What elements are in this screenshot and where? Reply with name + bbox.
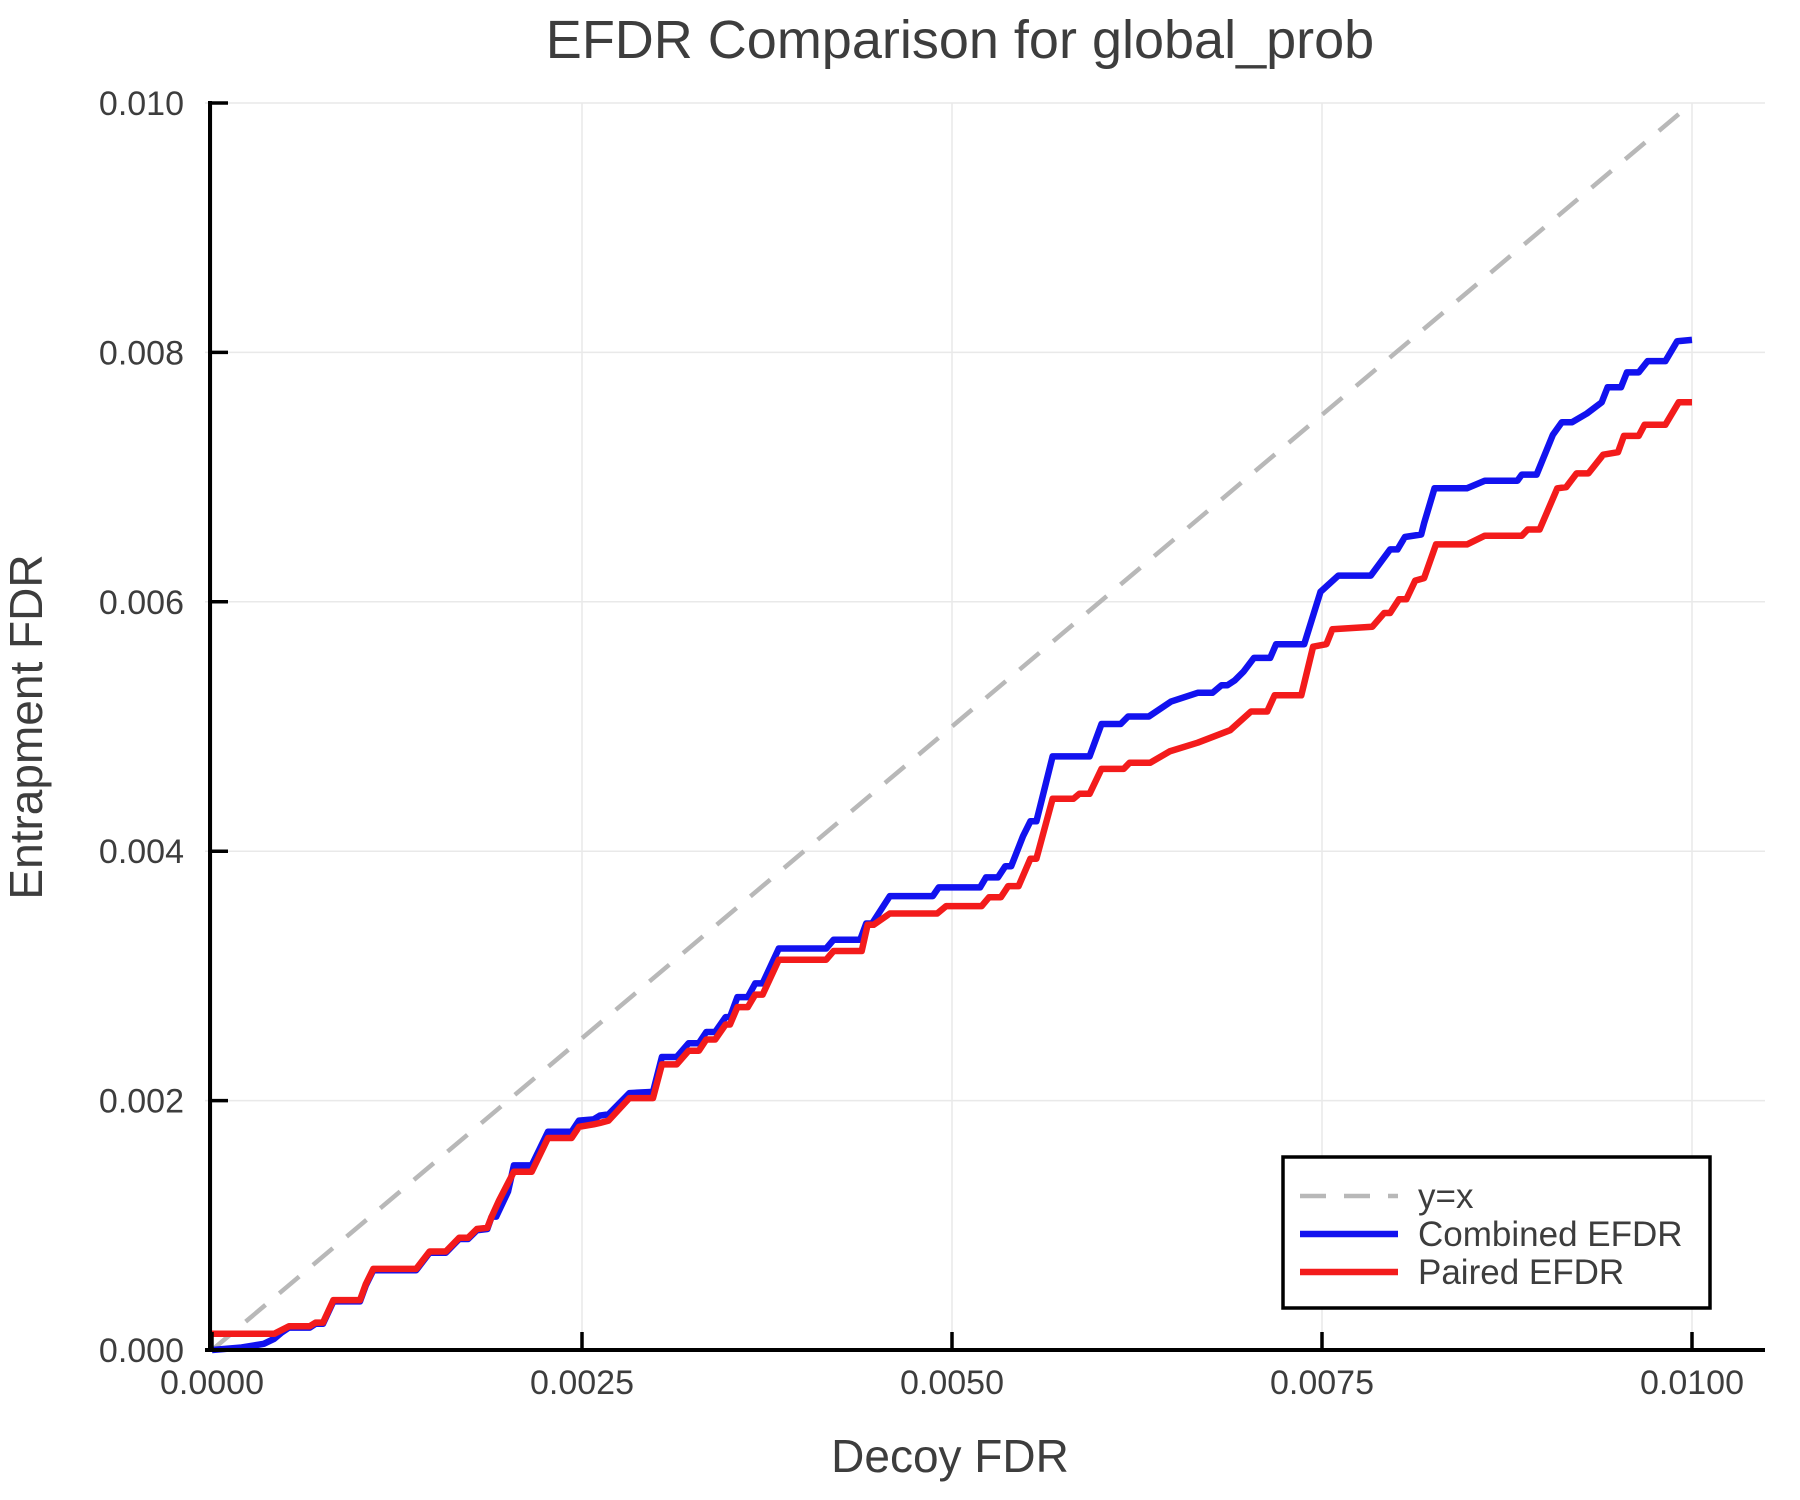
efdr-comparison-chart: 0.00000.00250.00500.00750.01000.0000.002… <box>0 0 1800 1500</box>
y-axis-label: Entrapment FDR <box>0 554 52 899</box>
x-tick-label: 0.0075 <box>1270 1364 1374 1402</box>
y-tick-label: 0.010 <box>99 85 184 123</box>
y-tick-label: 0.002 <box>99 1083 184 1121</box>
legend-label-paired-efdr: Paired EFDR <box>1418 1253 1624 1292</box>
y-tick-label: 0.006 <box>99 584 184 622</box>
legend: y=x Combined EFDR Paired EFDR <box>1283 1157 1710 1308</box>
legend-label-yx: y=x <box>1418 1177 1474 1216</box>
y-tick-label: 0.000 <box>99 1332 184 1370</box>
x-axis-label: Decoy FDR <box>831 1430 1069 1482</box>
x-tick-label: 0.0050 <box>900 1364 1004 1402</box>
x-tick-label: 0.0025 <box>530 1364 634 1402</box>
legend-label-combined-efdr: Combined EFDR <box>1418 1215 1683 1254</box>
y-tick-label: 0.008 <box>99 334 184 372</box>
y-tick-label: 0.004 <box>99 833 184 871</box>
chart-canvas: 0.00000.00250.00500.00750.01000.0000.002… <box>0 0 1800 1500</box>
x-tick-label: 0.0100 <box>1640 1364 1744 1402</box>
chart-title: EFDR Comparison for global_prob <box>546 10 1374 70</box>
